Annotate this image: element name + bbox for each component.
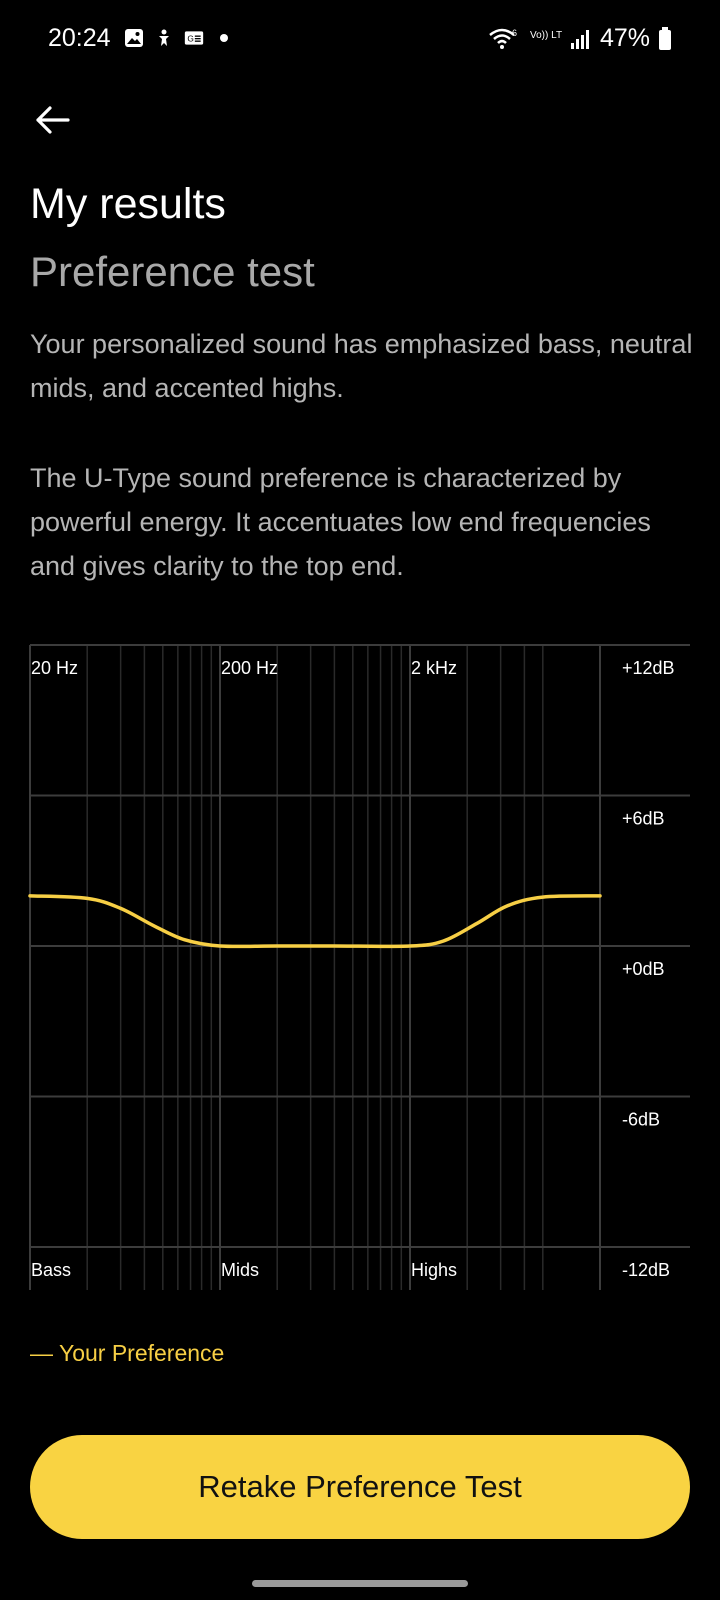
volte-icon: Vo)) LTE1 <box>530 30 562 41</box>
series-line-your-preference <box>28 894 602 949</box>
status-icons-right: 6 Vo)) LTE1 47% <box>488 24 672 53</box>
signal-icon <box>570 29 589 49</box>
y-tick-label: +0dB <box>622 959 665 979</box>
wifi-icon: 6 <box>489 28 517 49</box>
accessibility-icon <box>159 29 169 46</box>
status-bar: 20:24 G 6 Vo)) LTE1 <box>0 0 720 80</box>
arrow-left-icon <box>36 106 70 134</box>
retake-preference-test-button[interactable]: Retake Preference Test <box>30 1435 690 1539</box>
y-tick-label: +6dB <box>622 809 665 829</box>
status-icons-left: G <box>124 28 228 48</box>
x-bottom-tick-label: Mids <box>221 1260 259 1280</box>
chart-labels: +12dB +6dB +0dB -6dB -12dB 20 Hz 200 Hz 2 kHz Ba… <box>31 658 675 1280</box>
x-bottom-tick-label: Bass <box>31 1260 71 1280</box>
battery-icon <box>659 26 671 50</box>
y-tick-label: -6dB <box>622 1110 660 1130</box>
battery-percent: 47% <box>599 24 650 52</box>
svg-text:G: G <box>187 33 193 43</box>
gmail-icon: G <box>184 31 204 45</box>
eq-chart-svg: +12dB +6dB +0dB -6dB -12dB 20 Hz 200 Hz 2 kHz Ba… <box>28 644 690 1290</box>
eq-chart: +12dB +6dB +0dB -6dB -12dB 20 Hz 200 Hz 2 kHz Ba… <box>0 640 720 1320</box>
x-top-tick-label: 20 Hz <box>31 658 78 678</box>
back-button[interactable] <box>30 98 74 142</box>
y-tick-label: +12dB <box>622 658 675 678</box>
dot-icon <box>220 34 228 42</box>
page-title: My results <box>30 180 226 228</box>
x-top-tick-label: 2 kHz <box>411 658 457 678</box>
status-time: 20:24 <box>48 24 111 52</box>
chart-legend: — Your Preference <box>30 1340 225 1366</box>
description-paragraph-1: Your personalized sound has emphasized b… <box>30 329 693 403</box>
page-subtitle: Preference test <box>30 248 315 295</box>
grid-minor <box>86 645 544 1290</box>
description-paragraph-2: The U-Type sound preference is character… <box>30 463 651 581</box>
x-bottom-tick-label: Highs <box>411 1260 457 1280</box>
svg-text:6: 6 <box>512 28 517 38</box>
gallery-icon <box>125 29 143 47</box>
x-top-tick-label: 200 Hz <box>221 658 278 678</box>
y-tick-label: -12dB <box>622 1260 670 1280</box>
grid-major <box>29 644 690 1290</box>
network-label: Vo)) LTE1 <box>530 30 562 41</box>
home-indicator[interactable] <box>252 1580 468 1587</box>
